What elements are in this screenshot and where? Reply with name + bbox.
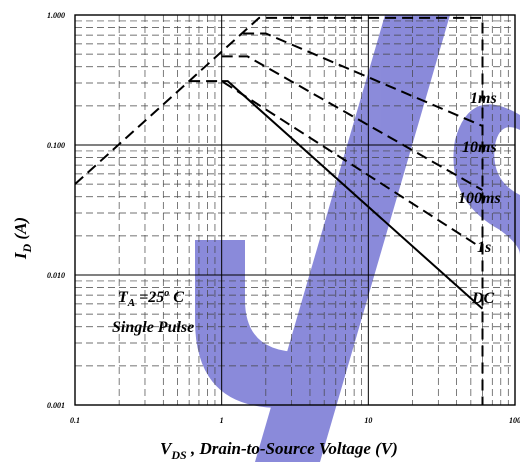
minor-gridlines	[75, 15, 515, 405]
y-tick-label: 1.000	[47, 11, 65, 20]
watermark-logo	[195, 15, 520, 462]
x-tick-label: 10	[364, 416, 372, 425]
series-10ms-line	[243, 32, 483, 127]
series-100ms-line	[221, 55, 483, 191]
curve-label-dc: DC	[471, 290, 495, 307]
series-layer	[75, 16, 484, 405]
x-axis-title: VDS , Drain-to-Source Voltage (V)	[160, 439, 398, 462]
annotation-ta: TA =25o C	[118, 288, 184, 309]
x-tick-label: 1	[220, 416, 224, 425]
series-1s-line	[189, 80, 484, 250]
curve-label-1ms: 1ms	[470, 90, 497, 107]
series-1ms-line	[75, 16, 484, 405]
curve-label-10ms: 10ms	[462, 139, 497, 156]
y-axis-title: ID (A)	[11, 217, 34, 260]
tick-labels: 0.1 1 10 100 0.001 0.010 0.100 1.000	[47, 11, 520, 425]
x-tick-label: 100	[509, 416, 520, 425]
plot-frame	[74, 14, 516, 406]
y-tick-label: 0.100	[47, 141, 65, 150]
x-tick-label: 0.1	[70, 416, 80, 425]
y-tick-label: 0.001	[47, 401, 65, 410]
annotation-single-pulse: Single Pulse	[112, 319, 194, 336]
curve-label-100ms: 100ms	[458, 190, 501, 207]
series-dc-line	[221, 80, 484, 310]
curve-label-1s: 1s	[477, 239, 491, 256]
major-gridlines	[75, 15, 515, 405]
y-tick-label: 0.010	[47, 271, 65, 280]
curve-labels: 1ms 10ms 100ms 1s DC	[458, 90, 501, 307]
